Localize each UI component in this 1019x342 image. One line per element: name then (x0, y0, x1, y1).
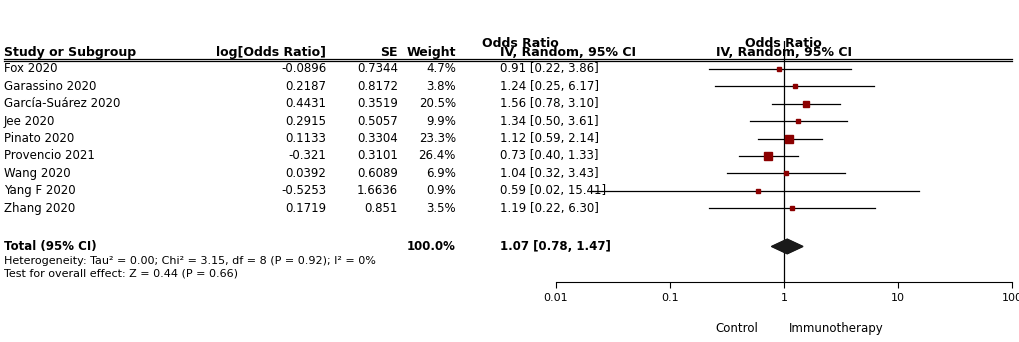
Text: 0.3519: 0.3519 (357, 97, 397, 110)
Text: 0.3101: 0.3101 (357, 149, 397, 162)
Text: 0.3304: 0.3304 (357, 132, 397, 145)
Text: Total (95% CI): Total (95% CI) (4, 240, 97, 253)
Text: 6.9%: 6.9% (426, 167, 455, 180)
Text: 0.7344: 0.7344 (357, 62, 397, 75)
Text: 1.6636: 1.6636 (357, 184, 397, 197)
Text: -0.0896: -0.0896 (281, 62, 326, 75)
Text: 1.04 [0.32, 3.43]: 1.04 [0.32, 3.43] (499, 167, 598, 180)
Text: Pinato 2020: Pinato 2020 (4, 132, 74, 145)
Text: Fox 2020: Fox 2020 (4, 62, 57, 75)
Text: SE: SE (380, 46, 397, 59)
Text: Yang F 2020: Yang F 2020 (4, 184, 75, 197)
Text: Wang 2020: Wang 2020 (4, 167, 70, 180)
Text: 0.0392: 0.0392 (285, 167, 326, 180)
Text: 20.5%: 20.5% (419, 97, 455, 110)
Text: 1.34 [0.50, 3.61]: 1.34 [0.50, 3.61] (499, 115, 598, 128)
Text: 0.6089: 0.6089 (357, 167, 397, 180)
Text: Weight: Weight (406, 46, 455, 59)
Text: 0.8172: 0.8172 (357, 80, 397, 93)
Text: 4.7%: 4.7% (426, 62, 455, 75)
Text: Odds Ratio: Odds Ratio (481, 37, 558, 50)
Text: 100.0%: 100.0% (407, 240, 455, 253)
Text: 3.5%: 3.5% (426, 202, 455, 215)
Text: 1.19 [0.22, 6.30]: 1.19 [0.22, 6.30] (499, 202, 598, 215)
Text: 0.59 [0.02, 15.41]: 0.59 [0.02, 15.41] (499, 184, 605, 197)
Text: 0.1719: 0.1719 (285, 202, 326, 215)
Text: 26.4%: 26.4% (418, 149, 455, 162)
Text: 1.07 [0.78, 1.47]: 1.07 [0.78, 1.47] (499, 240, 610, 253)
Text: Zhang 2020: Zhang 2020 (4, 202, 75, 215)
Polygon shape (770, 239, 802, 254)
Text: IV, Random, 95% CI: IV, Random, 95% CI (715, 46, 851, 59)
Text: 1.12 [0.59, 2.14]: 1.12 [0.59, 2.14] (499, 132, 598, 145)
Text: 0.73 [0.40, 1.33]: 0.73 [0.40, 1.33] (499, 149, 598, 162)
Text: Jee 2020: Jee 2020 (4, 115, 55, 128)
Text: 0.2187: 0.2187 (285, 80, 326, 93)
Text: 9.9%: 9.9% (426, 115, 455, 128)
Text: 0.91 [0.22, 3.86]: 0.91 [0.22, 3.86] (499, 62, 598, 75)
Text: García-Suárez 2020: García-Suárez 2020 (4, 97, 120, 110)
Text: -0.321: -0.321 (288, 149, 326, 162)
Text: Heterogeneity: Tau² = 0.00; Chi² = 3.15, df = 8 (P = 0.92); I² = 0%: Heterogeneity: Tau² = 0.00; Chi² = 3.15,… (4, 256, 376, 266)
Text: Immunotherapy: Immunotherapy (789, 322, 882, 335)
Text: 0.9%: 0.9% (426, 184, 455, 197)
Text: IV, Random, 95% CI: IV, Random, 95% CI (499, 46, 635, 59)
Text: 3.8%: 3.8% (426, 80, 455, 93)
Text: 0.2915: 0.2915 (285, 115, 326, 128)
Text: Study or Subgroup: Study or Subgroup (4, 46, 137, 59)
Text: Garassino 2020: Garassino 2020 (4, 80, 97, 93)
Text: -0.5253: -0.5253 (281, 184, 326, 197)
Text: 0.5057: 0.5057 (357, 115, 397, 128)
Text: 0.4431: 0.4431 (285, 97, 326, 110)
Text: Provencio 2021: Provencio 2021 (4, 149, 95, 162)
Text: 1.56 [0.78, 3.10]: 1.56 [0.78, 3.10] (499, 97, 598, 110)
Text: Odds Ratio: Odds Ratio (745, 37, 821, 50)
Text: 23.3%: 23.3% (419, 132, 455, 145)
Text: Test for overall effect: Z = 0.44 (P = 0.66): Test for overall effect: Z = 0.44 (P = 0… (4, 268, 237, 278)
Text: 0.851: 0.851 (364, 202, 397, 215)
Text: Control: Control (714, 322, 758, 335)
Text: 1.24 [0.25, 6.17]: 1.24 [0.25, 6.17] (499, 80, 598, 93)
Text: 0.1133: 0.1133 (285, 132, 326, 145)
Text: log[Odds Ratio]: log[Odds Ratio] (216, 46, 326, 59)
